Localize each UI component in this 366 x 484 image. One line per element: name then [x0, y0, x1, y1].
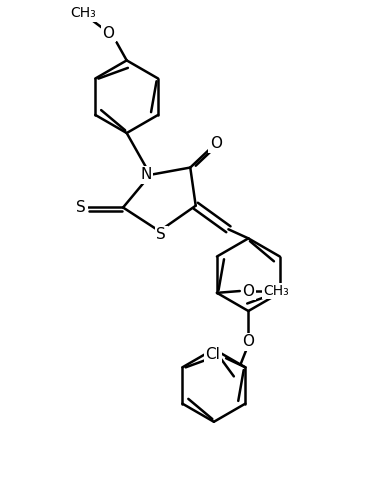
- Text: CH₃: CH₃: [70, 6, 96, 20]
- Text: Cl: Cl: [205, 347, 220, 362]
- Text: O: O: [242, 334, 254, 349]
- Text: O: O: [210, 136, 222, 151]
- Text: S: S: [76, 200, 86, 215]
- Text: N: N: [140, 167, 152, 182]
- Text: CH₃: CH₃: [263, 284, 289, 298]
- Text: O: O: [102, 26, 115, 41]
- Text: O: O: [243, 284, 254, 299]
- Text: S: S: [156, 227, 166, 242]
